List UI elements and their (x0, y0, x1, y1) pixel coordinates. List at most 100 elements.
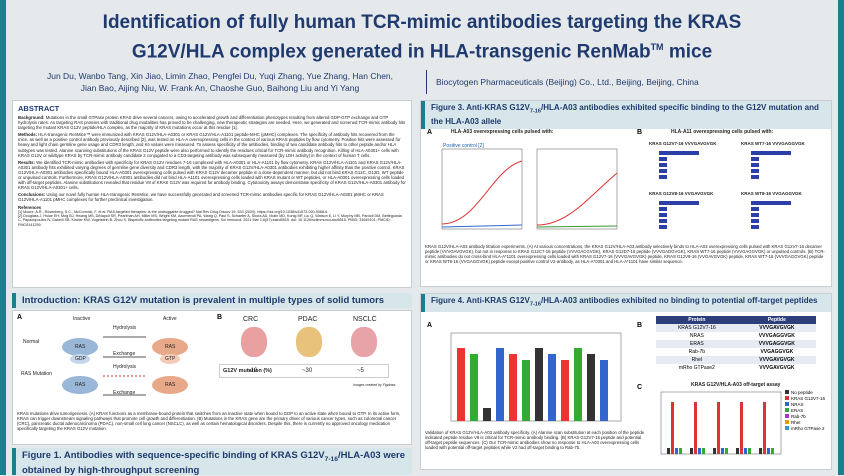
heading-sub: 7-16 (324, 455, 338, 463)
bar (561, 360, 569, 421)
shape-label: GDP (75, 356, 86, 362)
legend-swatch (785, 426, 789, 430)
shape-label: RAS (165, 344, 176, 350)
table-row: mRho GTPase2 VVVGAVGVGK (656, 364, 816, 372)
abstract-paragraph: Results: We identified TCR-mimic antibod… (18, 160, 406, 191)
arrow-label: Exchange (113, 390, 136, 396)
bar (690, 448, 693, 454)
paragraph-text: Using our novel fully human HLA-transgen… (18, 192, 384, 203)
bar (751, 151, 791, 155)
heading-text: Figure 1. Antibodies with sequence-speci… (22, 450, 325, 461)
bar (751, 213, 759, 217)
table-cell: VVVGAVGVGK (759, 325, 795, 331)
bar (659, 207, 667, 211)
bar (671, 402, 674, 454)
bar (744, 448, 747, 454)
caption: KRAS mutations drive tumorigenesis. (A) … (17, 411, 401, 432)
table-cell: VVVGAGGVGK (758, 333, 795, 339)
bar (717, 402, 720, 454)
bar (667, 448, 670, 454)
legend-swatch (785, 420, 789, 424)
cancer-label: PDAC (298, 316, 318, 323)
bar (659, 225, 667, 229)
table-cell: ERAS (690, 341, 704, 347)
panel-label: B (217, 314, 223, 321)
bar (659, 163, 667, 167)
paragraph-label: Results: (18, 159, 35, 165)
bar (659, 151, 699, 155)
legend-label: No peptide (791, 390, 813, 395)
table-header: Peptide (737, 316, 816, 324)
legend-swatch (785, 402, 789, 406)
shape-label: RAS (165, 382, 176, 388)
bar (457, 348, 465, 421)
authors-line: Jian Bao, Aijing Niu, W. Frank An, Chaos… (80, 83, 360, 93)
organ-icon (351, 327, 377, 357)
authors-line: Jun Du, Wanbo Tang, Xin Jiao, Limin Zhao… (46, 71, 394, 81)
bar (767, 448, 770, 454)
bar (751, 157, 759, 161)
legend-item: KRAS G12V7-16 (785, 396, 825, 402)
shape-label: RAS (75, 382, 86, 388)
shape-label: GTP (165, 356, 176, 362)
section-title: Introduction: KRAS G12V mutation is prev… (22, 295, 385, 306)
bar (659, 157, 667, 161)
legend-label: NRAS (791, 402, 804, 407)
panel-label: A (17, 314, 23, 321)
table-cell: VVVGAVGVGK (759, 365, 795, 371)
table-row: Rab-7b VVGAGGVGK (656, 348, 816, 356)
chart-title: KRAS WT8-16 VVGAGGVGK (741, 191, 802, 196)
paragraph-text: HLA-transgenic RenMice™ were immunized w… (18, 132, 401, 158)
bar (659, 169, 667, 173)
legend-item: Rab-7b (785, 414, 825, 420)
bar (721, 448, 724, 454)
paragraph-label: Conclusions: (18, 192, 46, 198)
section-header: Introduction: KRAS G12V mutation is prev… (12, 293, 412, 308)
bar (751, 175, 759, 179)
image-credit: Images created by Figdraw. (353, 383, 396, 387)
table-row: NRAS VVVGAGGVGK (656, 332, 816, 340)
authors: Jun Du, Wanbo Tang, Xin Jiao, Limin Zhao… (20, 70, 420, 94)
legend-swatch (785, 408, 789, 412)
abstract-heading: ABSTRACT (18, 104, 60, 113)
section-header: Figure 3. Anti-KRAS G12V7-16/HLA-A03 ant… (421, 101, 831, 129)
reference: [1] Moore, A.R., Rosenberg, S.C., McCorm… (18, 209, 328, 214)
figure3-panel: Figure 3. Anti-KRAS G12V7-16/HLA-A03 ant… (420, 100, 832, 287)
cancer-label: CRC (243, 316, 259, 323)
legend-item: RheI (785, 420, 825, 426)
title-text: mice (663, 41, 713, 63)
table-cell: VVVGAGGVGK (758, 341, 795, 347)
chart-title: KRAS G12V7-16 VVVGAVGVGK (649, 141, 717, 146)
state-label: Inactive (73, 316, 91, 322)
paragraph-text: Mutations in the small GTPase protein KR… (18, 115, 406, 131)
figure4-panel: Figure 4. Anti-KRAS G12V7-16/HLA-A03 ant… (420, 293, 832, 470)
legend-swatch (785, 414, 789, 418)
abstract-panel: ABSTRACT Background: Mutations in the sm… (12, 100, 412, 288)
panel-title: HLA-A03 overexpressing cells pulsed with… (451, 129, 554, 135)
heading-sub: 7-16 (529, 301, 542, 308)
side-bar (0, 0, 6, 475)
table-cell: KRAS G12V7-16 (677, 325, 716, 331)
bar (659, 219, 667, 223)
panel-title: KRAS G12V/HLA-A03 off-target assay (691, 382, 781, 388)
arrow-label: Hydrolysis (113, 325, 137, 331)
bars (667, 402, 774, 454)
panel-title: HLA-A11 overexpressing cells pulsed with… (671, 129, 774, 135)
heading-text: /HLA-A03 antibodies exhibited no binding… (541, 296, 818, 305)
bar (659, 201, 699, 205)
arrow-label: Exchange (113, 351, 136, 357)
bar (659, 175, 667, 179)
bar (748, 448, 751, 454)
section-header: Figure 4. Anti-KRAS G12V7-16/HLA-A03 ant… (421, 294, 831, 312)
table-cell: mRho GTPase2 (678, 365, 715, 371)
table-row: RheI VVVGAVGVGK (656, 356, 816, 364)
heading-text: Figure 4. Anti-KRAS G12V (431, 296, 530, 305)
abstract-paragraph: Conclusions: Using our novel fully human… (18, 192, 406, 202)
legend-label: Rab-7b (791, 414, 806, 419)
organ-icon (241, 327, 267, 357)
axes (441, 148, 523, 230)
table-header: Protein (656, 316, 738, 324)
row-label: Normal (23, 339, 40, 345)
bars (457, 348, 608, 421)
